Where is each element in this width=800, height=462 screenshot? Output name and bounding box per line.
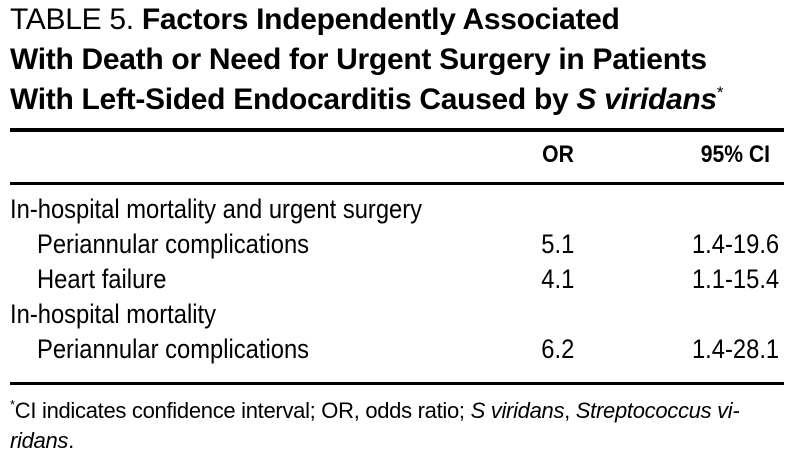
table-bottom-rule — [10, 382, 784, 385]
or-cell — [478, 194, 734, 225]
table-title-line3-text: With Left-Sided Endocarditis Caused by — [10, 83, 577, 116]
ci-cell: 1.4-19.6 — [691, 229, 780, 259]
table-top-rule — [10, 128, 784, 132]
footnote-species-full-part2: ridans — [10, 428, 69, 453]
factor-cell: In-hospital mortality — [10, 299, 217, 329]
table-number-label: TABLE 5. — [10, 3, 134, 36]
footnote-line1: *CI indicates confidence interval; OR, o… — [10, 396, 740, 426]
or-cell — [430, 299, 686, 330]
table-row: Periannular complications 6.2 1.4-28.1 — [10, 332, 784, 367]
factor-cell: Periannular complications — [37, 229, 310, 259]
footnote-period: . — [68, 428, 74, 453]
footnote-text: CI indicates confidence interval; OR, od… — [14, 398, 471, 423]
ci-cell — [734, 194, 800, 225]
table-title-line2: With Death or Need for Urgent Surgery in… — [10, 43, 707, 76]
or-cell: 6.2 — [541, 334, 575, 364]
table-row: In-hospital mortality and urgent surgery — [10, 192, 784, 227]
footnote-species-abbrev: S viridans — [470, 398, 565, 423]
ci-cell — [686, 299, 784, 330]
table-body: In-hospital mortality and urgent surgery… — [10, 192, 784, 367]
table-row: Heart failure 4.1 1.1-15.4 — [10, 262, 784, 297]
or-cell: 5.1 — [541, 229, 575, 259]
factor-cell: Periannular complications — [37, 334, 310, 364]
table-row: Periannular complications 5.1 1.4-19.6 — [10, 227, 784, 262]
table-header-row: OR 95% CI — [10, 141, 784, 169]
ci-cell: 1.1-15.4 — [691, 264, 780, 294]
table-title: TABLE 5. Factors Independently Associate… — [10, 0, 723, 120]
footnote-marker: * — [10, 397, 15, 412]
table-title-line1: TABLE 5. Factors Independently Associate… — [10, 0, 723, 40]
species-name: S viridans — [576, 83, 717, 116]
table-title-line1-text: Factors Independently Associated — [141, 3, 620, 36]
table-header-rule — [10, 182, 784, 185]
ci-column-header: 95% CI — [700, 141, 770, 168]
footnote-separator: , — [564, 398, 576, 423]
factor-cell: Heart failure — [37, 264, 167, 294]
title-footnote-marker: * — [716, 83, 724, 102]
table-footnote: *CI indicates confidence interval; OR, o… — [10, 396, 740, 456]
footnote-species-full-part1: Streptococcus vi- — [575, 398, 740, 423]
ci-cell: 1.4-28.1 — [691, 334, 780, 364]
table-title-line3: With Left-Sided Endocarditis Caused by S… — [10, 80, 723, 120]
or-column-header: OR — [542, 141, 574, 168]
table-row: In-hospital mortality — [10, 297, 784, 332]
footnote-line2: ridans. — [10, 426, 739, 456]
factor-cell: In-hospital mortality and urgent surgery — [10, 194, 423, 224]
or-cell: 4.1 — [541, 264, 575, 294]
